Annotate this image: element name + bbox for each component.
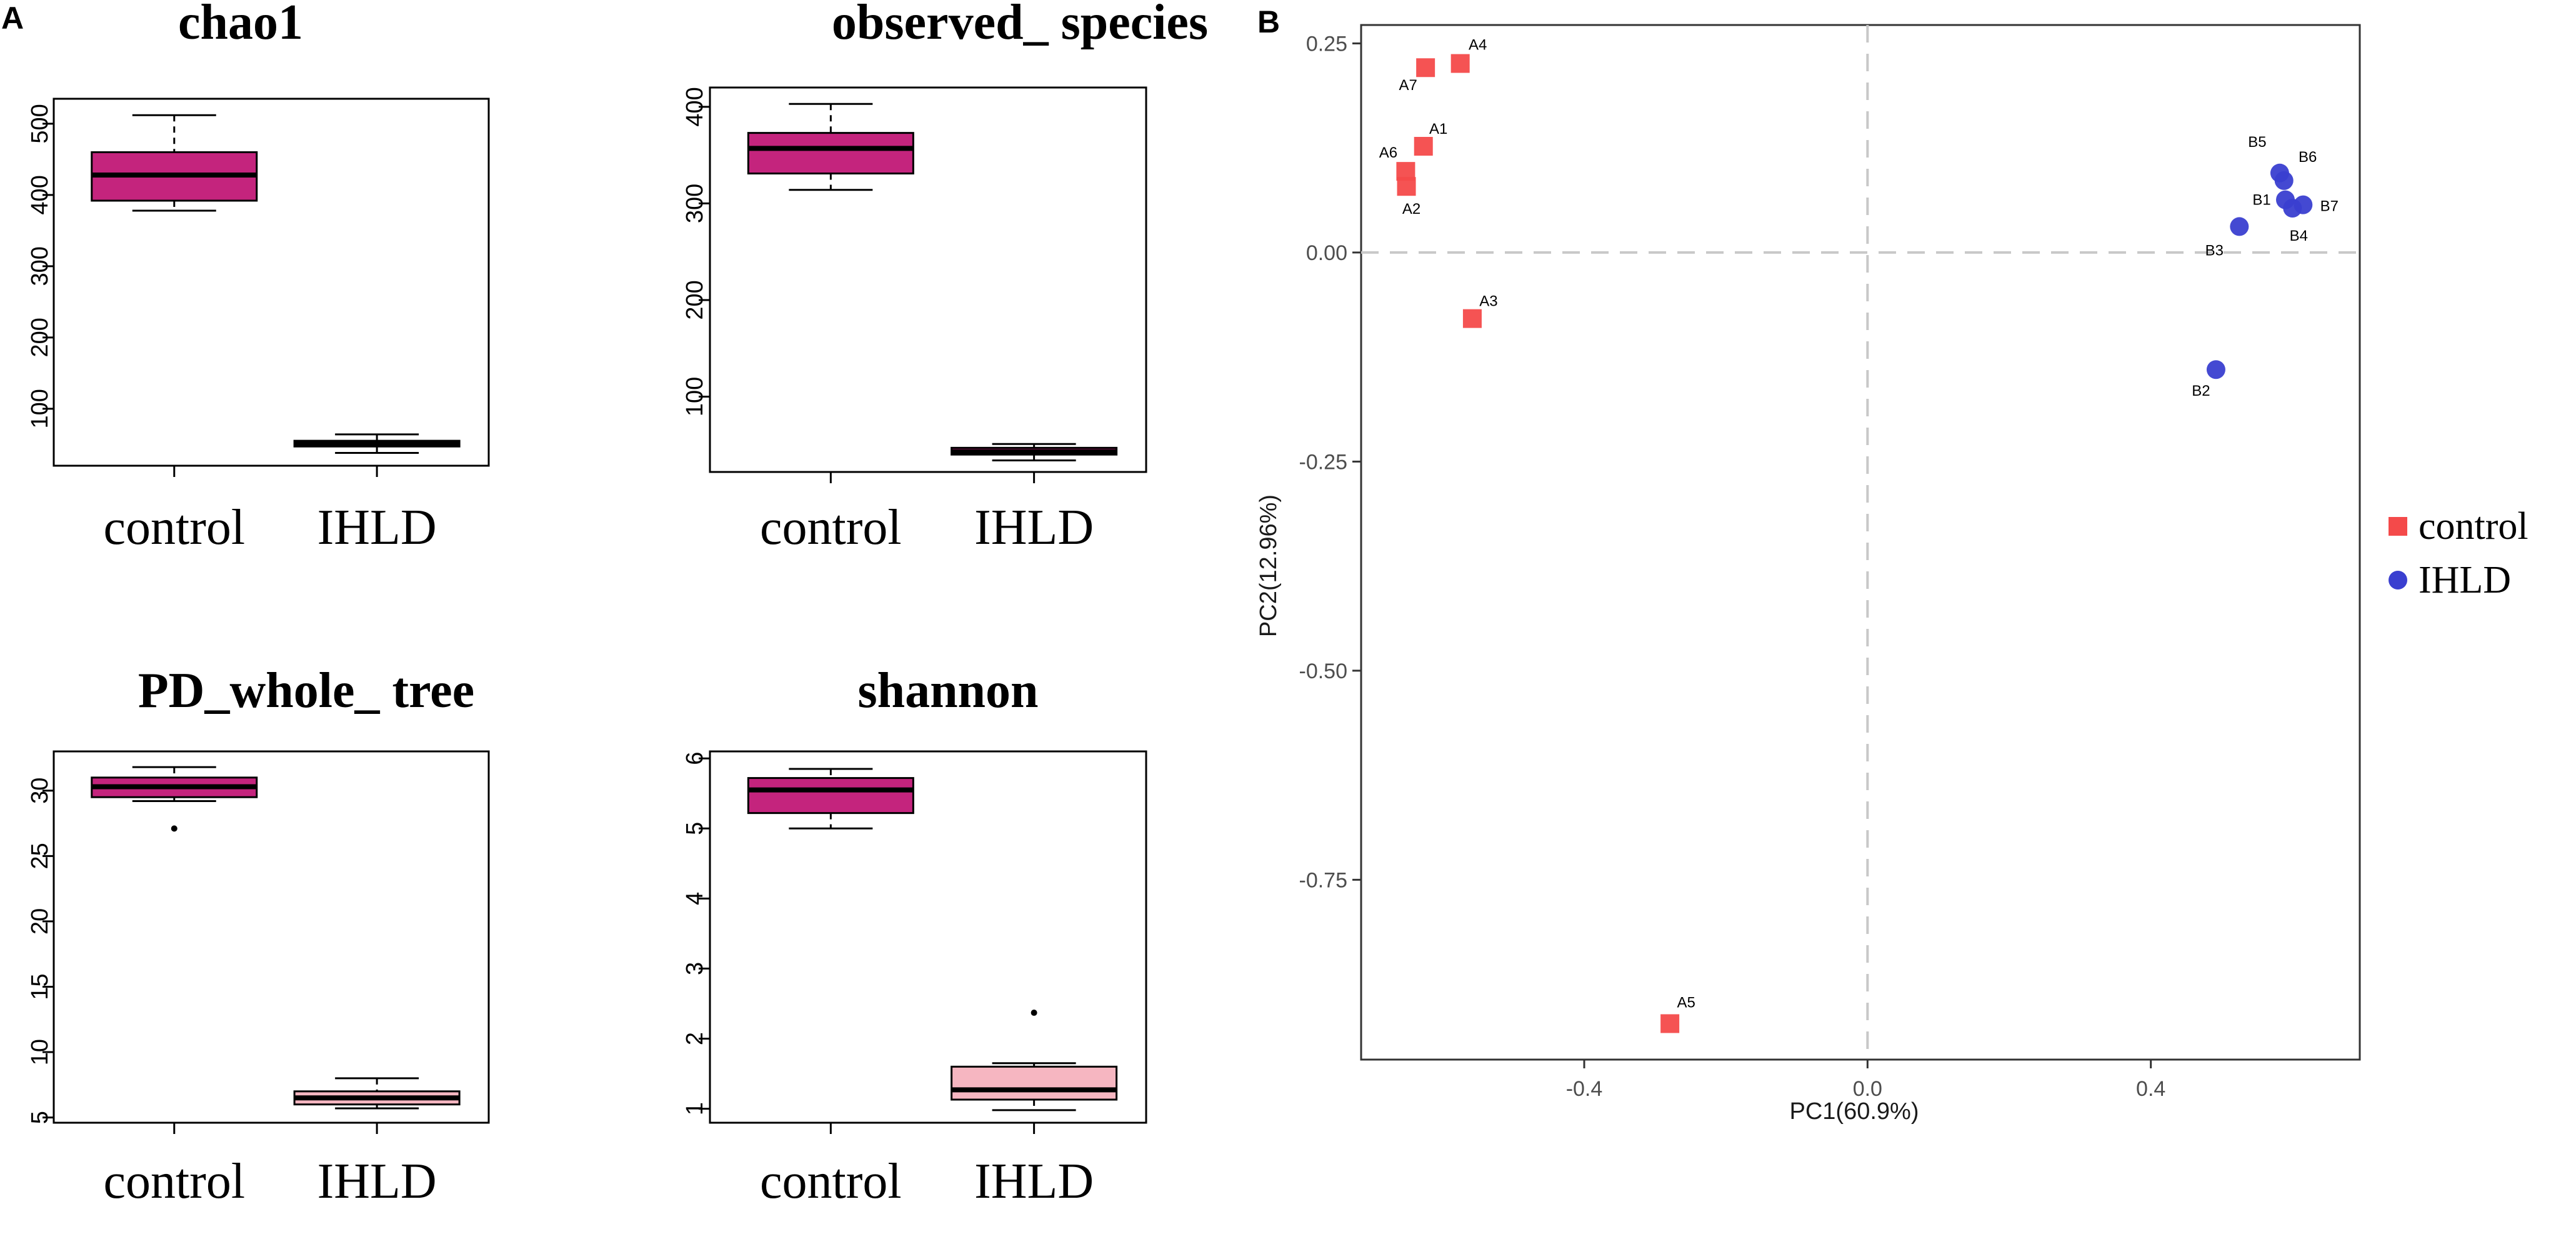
point-a1 [1414,136,1433,156]
y-tick-label: 2 [682,1032,708,1045]
legend-key-control [2389,517,2407,536]
y-tick-label: 3 [682,962,708,975]
point-b2 [2206,360,2225,379]
point-label: A7 [1399,77,1417,94]
category-label: control [103,1154,245,1209]
point-b3 [2230,217,2249,236]
y-tick-label: 300 [27,246,53,286]
plot-frame [709,750,1147,1124]
pca-scatter: -0.4 0.0 0.4 0.25 0.00 -0.25 -0.50 -0.75 PC1(60.… [1256,24,2529,1125]
y-tick-label: 300 [682,184,708,223]
y-tick-label: 25 [27,843,53,869]
boxplot-pd-whole-tree: PD_whole_ tree 5 10 15 20 25 30 control IHLD [27,663,490,1209]
point-a4 [1450,54,1470,73]
y-tick-label: 200 [682,280,708,319]
chart-title: shannon [857,663,1038,718]
boxplot-chao1: chao1 100 200 300 400 500 control IHLD [27,0,490,555]
y-tick-label: 5 [682,822,708,835]
y-tick-label: 15 [27,973,53,1000]
y-tick-label: 6 [682,752,708,765]
y-tick-label: 5 [27,1111,53,1124]
point-label: A5 [1677,994,1695,1011]
y-tick-label: 200 [27,318,53,357]
plot-frame [52,98,490,467]
point-label: B2 [2192,383,2210,399]
point-label: B1 [2252,192,2270,209]
chart-title: observed_ species [832,0,1208,50]
y-tick-label: 100 [682,377,708,416]
y-tick-label: -0.75 [1299,868,1348,892]
point-label: B7 [2320,198,2339,215]
point-label: A6 [1379,144,1397,161]
y-tick-label: 1 [682,1102,708,1115]
boxplot-shannon: shannon 1 2 3 4 5 6 control IHLD [682,663,1147,1209]
category-label: IHLD [974,1154,1094,1209]
point-a7 [1416,58,1435,78]
point-a2 [1397,177,1416,196]
point-a3 [1462,309,1482,328]
y-tick-label: 0.25 [1306,32,1347,56]
box-iqr [951,1065,1118,1101]
outlier-point [171,825,177,832]
outlier-point [1031,1010,1037,1016]
panel-label-b: B [1257,4,1280,39]
point-label: A4 [1469,37,1487,54]
legend-label-ihld: IHLD [2419,559,2511,601]
pca-frame [1360,24,2361,1061]
boxplot-observed-species: observed_ species 100 200 300 400 control IHLD [682,0,1208,555]
y-tick-label: 0.00 [1306,241,1347,265]
point-label: A1 [1429,121,1447,138]
point-label: A2 [1402,201,1420,218]
y-tick-label: 10 [27,1039,53,1065]
point-label: A3 [1479,293,1497,310]
plot-frame [709,86,1147,473]
x-tick-label: 0.0 [1853,1077,1882,1101]
x-tick-label: 0.4 [2136,1077,2165,1101]
x-tick-label: -0.4 [1566,1077,1603,1101]
category-label: control [103,500,245,555]
chart-title: chao1 [178,0,303,50]
y-axis-label: PC2(12.96%) [1256,494,1282,637]
y-tick-label: 30 [27,778,53,804]
point-b6 [2274,171,2294,190]
point-label: B6 [2299,149,2317,166]
y-tick-label: 400 [682,87,708,126]
box-iqr [747,777,914,815]
category-label: IHLD [974,500,1094,555]
y-tick-label: 4 [682,892,708,905]
category-label: IHLD [317,1154,437,1209]
plot-frame [52,750,490,1124]
y-tick-label: -0.50 [1299,660,1348,683]
chart-title: PD_whole_ tree [138,663,474,718]
point-label: B4 [2290,228,2308,244]
y-tick-label: 500 [27,104,53,143]
panel-label-a: A [1,1,24,36]
category-label: control [760,500,902,555]
category-label: IHLD [317,500,437,555]
y-tick-label: 20 [27,908,53,935]
point-a5 [1660,1014,1680,1033]
legend-key-ihld [2389,571,2407,589]
y-tick-label: 100 [27,389,53,428]
y-tick-label: 400 [27,175,53,214]
point-b4 [2283,199,2302,218]
y-tick-label: -0.25 [1299,450,1348,474]
point-label: B3 [2205,242,2224,259]
category-label: control [760,1154,902,1209]
x-axis-label: PC1(60.9%) [1790,1098,1919,1125]
box-iqr [747,132,914,175]
legend-label-control: control [2419,505,2529,548]
point-label: B5 [2248,134,2266,151]
